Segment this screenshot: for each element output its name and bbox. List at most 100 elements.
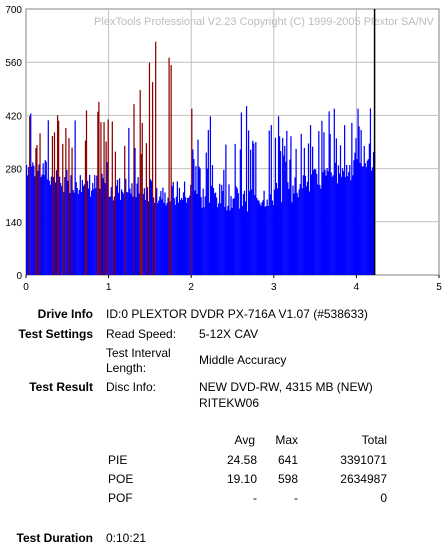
pie-bar — [310, 174, 313, 275]
pie-bar — [28, 167, 30, 275]
pie-bar — [286, 130, 288, 275]
pie-bar — [210, 185, 213, 275]
x-tick-label: 0 — [23, 282, 29, 293]
read-speed-value: 5-12X CAV — [199, 327, 259, 341]
disc-info-value-2: RITEKW06 — [199, 396, 260, 410]
pie-bar — [362, 166, 364, 275]
pie-bar — [260, 205, 262, 275]
pie-bar — [336, 183, 339, 275]
pie-bar — [340, 176, 343, 275]
drive-info-value: ID:0 PLEXTOR DVDR PX-716A V1.07 (#538633… — [106, 307, 368, 321]
test-duration-value: 0:10:21 — [106, 531, 147, 545]
pie-bar — [157, 203, 159, 275]
pie-bar — [112, 200, 114, 275]
pie-bar — [160, 191, 162, 275]
pie-bar — [194, 190, 196, 275]
test-settings-label: Test Settings — [18, 327, 93, 341]
pie-bar — [282, 137, 284, 275]
pie-bar — [139, 90, 141, 275]
pie-bar — [285, 161, 287, 275]
pie-bar — [283, 155, 285, 275]
pie-bar — [244, 201, 247, 275]
pie-bar — [317, 184, 319, 275]
row-poe-total: 2634987 — [340, 472, 387, 486]
pie-chart: PlexTools Professional V2.23 Copyright (… — [5, 5, 442, 293]
pie-bar — [295, 148, 297, 275]
pie-bar — [275, 182, 278, 275]
pie-bar — [365, 167, 367, 275]
pie-bar — [204, 196, 206, 275]
pie-bar — [152, 197, 155, 275]
pie-bar — [199, 168, 201, 275]
pie-bar — [300, 133, 302, 275]
pie-bar — [79, 175, 81, 275]
pie-bar — [364, 163, 366, 275]
pie-bar — [60, 183, 62, 275]
pie-bar — [356, 159, 358, 275]
pie-bar — [74, 120, 76, 276]
y-tick-label: 0 — [16, 271, 22, 282]
disc-info-value-1: NEW DVD-RW, 4315 MB (NEW) — [199, 380, 373, 394]
pie-bar — [259, 203, 261, 275]
pie-bar — [357, 108, 359, 275]
interval-label-line2: Length: — [106, 361, 147, 375]
pie-bar — [37, 170, 39, 275]
pie-bar — [106, 162, 108, 275]
pie-bar — [267, 205, 269, 275]
pie-bar — [261, 202, 263, 275]
pie-bar — [179, 200, 182, 275]
header-total: Total — [361, 433, 387, 447]
pie-bar — [49, 184, 51, 275]
pie-bar — [252, 140, 254, 275]
pie-bar — [309, 125, 312, 275]
test-result-label: Test Result — [29, 380, 93, 394]
pie-bar — [296, 192, 298, 275]
pie-bar — [212, 187, 215, 275]
pie-bar — [355, 138, 357, 275]
pie-bar — [58, 120, 60, 276]
pie-bar — [40, 176, 42, 275]
pie-bar — [33, 165, 35, 275]
y-tick-label: 280 — [5, 165, 22, 176]
pie-bar — [332, 175, 334, 275]
pie-bar — [27, 175, 29, 275]
pie-bar — [292, 185, 294, 275]
row-pie-max: 641 — [277, 453, 298, 467]
watermark: PlexTools Professional V2.23 Copyright (… — [94, 16, 435, 28]
pie-bar — [255, 141, 257, 275]
pie-bar — [124, 145, 126, 275]
pie-bar — [148, 62, 151, 275]
pie-bar — [228, 184, 230, 275]
pie-bar — [272, 205, 274, 275]
pie-bar — [313, 170, 315, 275]
pie-bar — [351, 122, 353, 275]
pie-bar — [146, 187, 149, 275]
pie-bar — [242, 194, 245, 275]
pie-bar — [203, 207, 205, 275]
pie-bar — [105, 141, 107, 275]
pie-bar — [132, 196, 134, 275]
pie-bar — [91, 190, 93, 275]
pie-bar — [211, 165, 214, 275]
pie-bar — [291, 202, 293, 275]
x-tick-label: 5 — [436, 282, 442, 293]
pie-bar — [223, 169, 225, 275]
pie-bar — [338, 173, 341, 275]
pie-bar — [107, 119, 109, 275]
pie-bar — [360, 129, 362, 275]
pie-bar — [256, 198, 258, 275]
pie-bar — [274, 137, 277, 275]
pie-bar — [81, 180, 83, 275]
pie-bar — [97, 111, 99, 275]
pie-bar — [371, 167, 374, 275]
pie-bar — [182, 192, 185, 275]
pie-bar — [149, 179, 152, 275]
pie-bar — [237, 193, 239, 275]
pie-bar — [324, 169, 326, 275]
pie-bar — [69, 193, 71, 275]
pie-bar — [328, 111, 330, 275]
pie-bar — [361, 166, 363, 275]
pie-bar — [168, 57, 170, 275]
pie-bar — [227, 205, 229, 275]
pie-bar — [268, 130, 270, 275]
